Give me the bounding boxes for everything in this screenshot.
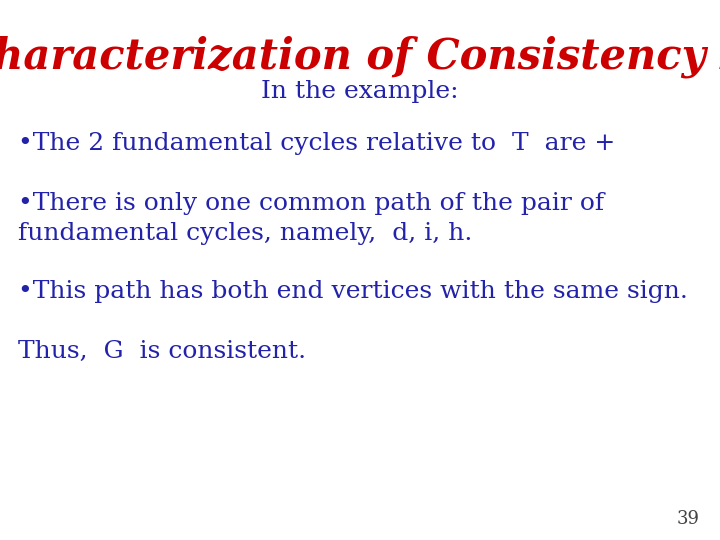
Text: 39: 39 (677, 510, 700, 528)
Text: Thus,  G  is consistent.: Thus, G is consistent. (18, 340, 306, 363)
Text: •There is only one common path of the pair of: •There is only one common path of the pa… (18, 192, 604, 215)
Text: •The 2 fundamental cycles relative to  T  are +: •The 2 fundamental cycles relative to T … (18, 132, 616, 155)
Text: fundamental cycles, namely,  d, i, h.: fundamental cycles, namely, d, i, h. (18, 222, 472, 245)
Text: Characterization of Consistency II: Characterization of Consistency II (0, 35, 720, 78)
Text: •This path has both end vertices with the same sign.: •This path has both end vertices with th… (18, 280, 688, 303)
Text: In the example:: In the example: (261, 80, 459, 103)
